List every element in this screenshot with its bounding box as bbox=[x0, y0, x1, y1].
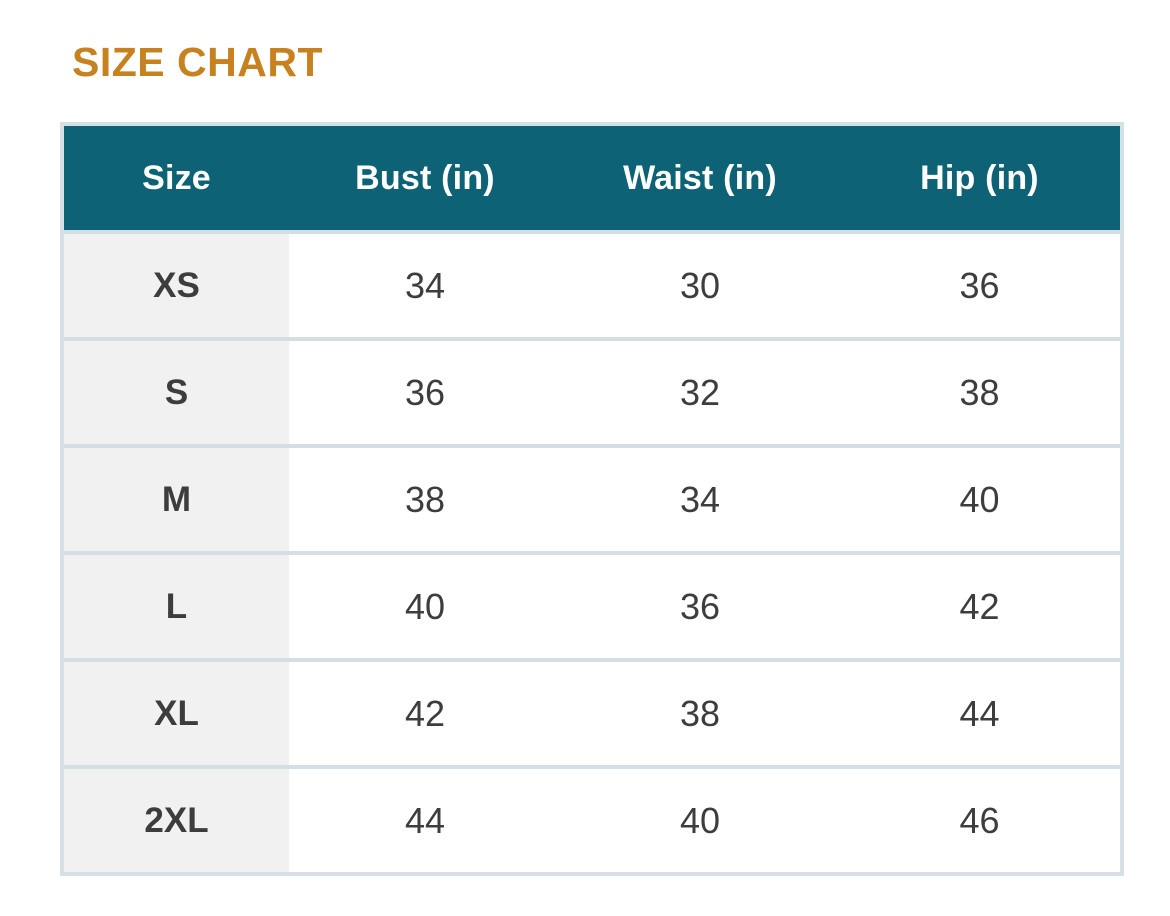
page-title: SIZE CHART bbox=[72, 39, 323, 85]
cell-bust: 34 bbox=[289, 230, 561, 339]
table-row: XL 42 38 44 bbox=[64, 658, 1120, 767]
cell-size: S bbox=[64, 337, 289, 446]
cell-size: XS bbox=[64, 230, 289, 339]
table-body: XS 34 30 36 S 36 32 38 M 38 34 40 bbox=[64, 230, 1120, 872]
cell-size: L bbox=[64, 551, 289, 660]
cell-hip: 44 bbox=[839, 658, 1120, 767]
column-header-bust: Bust (in) bbox=[289, 126, 561, 232]
cell-waist: 36 bbox=[561, 551, 839, 660]
cell-waist: 38 bbox=[561, 658, 839, 767]
size-chart-table-container: Size Bust (in) Waist (in) Hip (in) XS 34… bbox=[60, 122, 1124, 876]
cell-hip: 40 bbox=[839, 444, 1120, 553]
table-header-row: Size Bust (in) Waist (in) Hip (in) bbox=[64, 126, 1120, 232]
cell-hip: 36 bbox=[839, 230, 1120, 339]
cell-bust: 36 bbox=[289, 337, 561, 446]
cell-hip: 38 bbox=[839, 337, 1120, 446]
column-header-hip: Hip (in) bbox=[839, 126, 1120, 232]
size-chart-table: Size Bust (in) Waist (in) Hip (in) XS 34… bbox=[64, 126, 1120, 872]
cell-bust: 42 bbox=[289, 658, 561, 767]
cell-bust: 40 bbox=[289, 551, 561, 660]
cell-waist: 32 bbox=[561, 337, 839, 446]
column-header-waist: Waist (in) bbox=[561, 126, 839, 232]
cell-bust: 38 bbox=[289, 444, 561, 553]
cell-bust: 44 bbox=[289, 765, 561, 872]
cell-size: XL bbox=[64, 658, 289, 767]
column-header-size: Size bbox=[64, 126, 289, 232]
table-row: 2XL 44 40 46 bbox=[64, 765, 1120, 872]
cell-waist: 40 bbox=[561, 765, 839, 872]
cell-hip: 46 bbox=[839, 765, 1120, 872]
table-row: L 40 36 42 bbox=[64, 551, 1120, 660]
cell-hip: 42 bbox=[839, 551, 1120, 660]
table-header: Size Bust (in) Waist (in) Hip (in) bbox=[64, 126, 1120, 232]
table-row: S 36 32 38 bbox=[64, 337, 1120, 446]
cell-waist: 34 bbox=[561, 444, 839, 553]
cell-size: 2XL bbox=[64, 765, 289, 872]
table-row: XS 34 30 36 bbox=[64, 230, 1120, 339]
table-row: M 38 34 40 bbox=[64, 444, 1120, 553]
cell-size: M bbox=[64, 444, 289, 553]
cell-waist: 30 bbox=[561, 230, 839, 339]
